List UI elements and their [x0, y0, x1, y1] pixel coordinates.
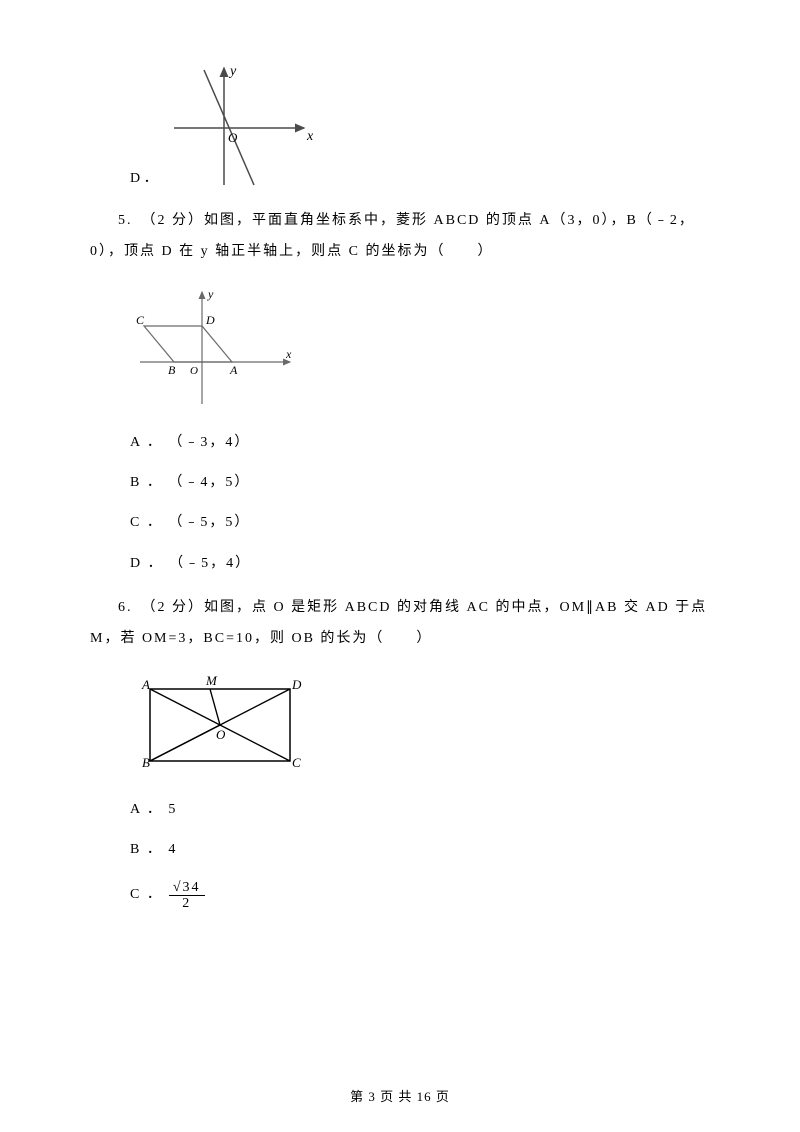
svg-text:C: C [136, 313, 145, 327]
q5-option-B[interactable]: B ． （﹣4，5） [130, 472, 710, 494]
q6-figure: A B C D M O [130, 671, 710, 781]
q5-option-C[interactable]: C ． （﹣5，5） [130, 512, 710, 534]
frac-num: √34 [169, 880, 205, 896]
q5-option-D[interactable]: D ． （﹣5，4） [130, 553, 710, 575]
page-footer: 第 3 页 共 16 页 [0, 1087, 800, 1108]
origin-label: O [228, 130, 238, 145]
svg-text:y: y [207, 287, 214, 301]
q6-stem: 6. （2 分）如图，点 O 是矩形 ABCD 的对角线 AC 的中点，OM∥A… [90, 593, 710, 655]
q5-number: 5. [118, 213, 133, 228]
q6-option-A[interactable]: A ． 5 [130, 799, 710, 821]
q6-optC-frac: √34 2 [169, 880, 205, 912]
svg-text:O: O [190, 365, 198, 377]
q6-option-C[interactable]: C ． √34 2 [130, 880, 710, 912]
q6-option-B[interactable]: B ． 4 [130, 839, 710, 861]
q4-option-d: D ． x y O [130, 60, 710, 190]
svg-text:M: M [205, 673, 218, 688]
svg-text:A: A [141, 677, 150, 692]
q5-body: （2 分）如图，平面直角坐标系中，菱形 ABCD 的顶点 A（3，0），B（﹣2… [90, 213, 695, 259]
q5-option-A[interactable]: A ． （﹣3，4） [130, 432, 710, 454]
svg-text:x: x [285, 347, 292, 361]
svg-text:A: A [229, 363, 238, 377]
svg-text:D: D [291, 677, 302, 692]
svg-text:B: B [142, 755, 150, 770]
axis-label-x: x [306, 129, 314, 144]
svg-text:C: C [292, 755, 301, 770]
q4-optD-label: D ． [130, 168, 158, 190]
q6-optC-label: C ． [130, 884, 163, 906]
q6-number: 6. [118, 600, 133, 615]
q4-figure: x y O [164, 60, 314, 190]
svg-text:O: O [216, 727, 226, 742]
frac-den: 2 [178, 896, 195, 911]
q5-stem: 5. （2 分）如图，平面直角坐标系中，菱形 ABCD 的顶点 A（3，0），B… [90, 206, 710, 268]
svg-text:B: B [168, 363, 176, 377]
axis-label-y: y [228, 64, 237, 79]
q5-figure: A B C D O x y [130, 284, 710, 414]
q6-body: （2 分）如图，点 O 是矩形 ABCD 的对角线 AC 的中点，OM∥AB 交… [90, 600, 707, 646]
svg-text:D: D [205, 313, 215, 327]
